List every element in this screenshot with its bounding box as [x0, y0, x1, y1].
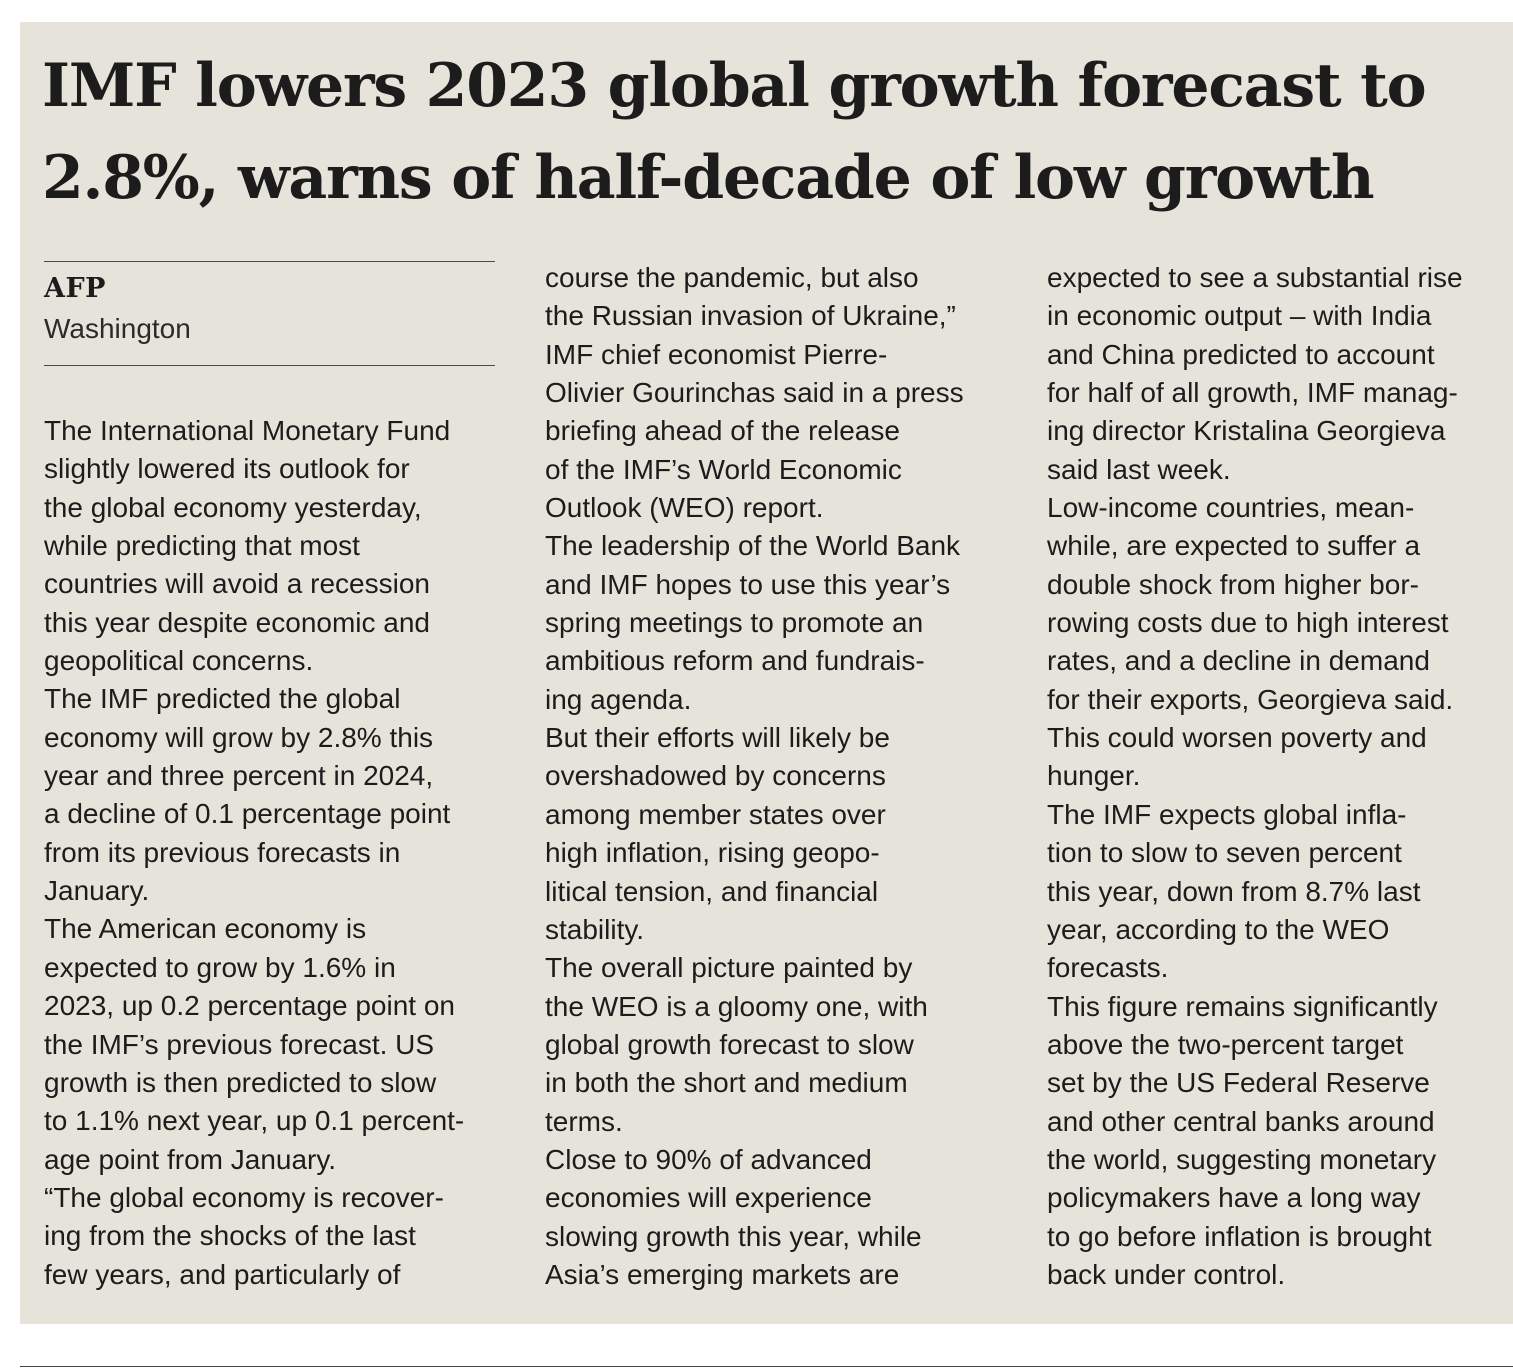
byline-rule-top	[44, 261, 495, 262]
article-text-line: 2023, up 0.2 percentage point on	[44, 990, 456, 1022]
article-text-line: among member states over	[545, 798, 886, 830]
article-text-line: ing agenda.	[545, 683, 692, 715]
article-text-line: The IMF predicted the global	[44, 683, 401, 715]
article-text-line: set by the US Federal Reserve	[1047, 1067, 1430, 1099]
article-text-line: above the two-percent target	[1047, 1028, 1404, 1060]
article-text-line: terms.	[545, 1105, 623, 1137]
article-text-line: ing director Kristalina Georgieva	[1047, 415, 1446, 447]
article-text-line: while, are expected to suffer a	[1047, 530, 1421, 562]
article-text-line: The American economy is	[44, 913, 367, 945]
article-text-line: slightly lowered its outlook for	[44, 453, 410, 485]
article-text-line: policymakers have a long way	[1047, 1182, 1421, 1214]
article-text-line: high inflation, rising geopo-	[545, 837, 880, 869]
article-text-line: course the pandemic, but also	[545, 262, 919, 293]
article-text-line: for their exports, Georgieva said.	[1047, 683, 1454, 715]
article-text-line: global growth forecast to slow	[545, 1028, 914, 1060]
byline-agency: AFP	[44, 273, 106, 304]
article-text-line: growth is then predicted to slow	[44, 1066, 437, 1098]
article-text-line: The leadership of the World Bank	[545, 530, 961, 562]
headline: IMF lowers 2023 global growth forecast t…	[42, 40, 1502, 224]
article-text-line: The overall picture painted by	[545, 952, 913, 984]
article-text-line: year, according to the WEO	[1047, 913, 1390, 945]
article-text-line: forecasts.	[1047, 952, 1169, 984]
article-column-3: expected to see a substantial rise in eco…	[1047, 259, 1509, 1294]
dateline: Washington	[44, 313, 191, 344]
article-text-line: double shock from higher bor-	[1047, 568, 1419, 600]
article-text-line: and China predicted to account	[1047, 338, 1435, 370]
article-text-line: overshadowed by concerns	[545, 760, 886, 792]
article-text-line: This could worsen poverty and	[1047, 722, 1427, 754]
article-text-line: expected to grow by 1.6% in	[44, 951, 396, 983]
article-text-line: geopolitical concerns.	[44, 645, 314, 677]
article-text-line: Low-income countries, mean-	[1047, 492, 1415, 524]
article-text-line: in economic output – with India	[1047, 300, 1432, 332]
article-text-line: the world, suggesting monetary	[1047, 1143, 1437, 1175]
article-text-line: a decline of 0.1 percentage point	[44, 798, 451, 830]
article-text-line: rowing costs due to high interest	[1047, 607, 1449, 639]
article-text-line: from its previous forecasts in	[44, 836, 401, 868]
article-panel	[20, 22, 1513, 1324]
article-text-line: rates, and a decline in demand	[1047, 645, 1430, 677]
article-text-line: But their efforts will likely be	[545, 722, 890, 754]
article-text-line: Olivier Gourinchas said in a press	[545, 377, 964, 409]
article-text-line: slowing growth this year, while	[545, 1220, 922, 1252]
article-text-line: and other central banks around	[1047, 1105, 1435, 1137]
article-column-2: course the pandemic, but also the Russian…	[545, 259, 1007, 1294]
article-text-line: and IMF hopes to use this year’s	[545, 568, 951, 600]
article-text-line: January.	[44, 875, 150, 907]
article-text-line: while predicting that most	[44, 530, 360, 562]
article-text-line: back under control.	[1047, 1258, 1286, 1290]
article-text-line: tion to slow to seven percent	[1047, 837, 1402, 869]
headline-line-1: IMF lowers 2023 global growth forecast t…	[42, 51, 1427, 121]
article-text-line: of the IMF’s World Economic	[545, 453, 902, 485]
article-text-line: to go before inflation is brought	[1047, 1220, 1432, 1252]
article-text-line: the global economy yesterday,	[44, 491, 422, 523]
article-text-line: year and three percent in 2024,	[44, 760, 434, 792]
article-text-line: spring meetings to promote an	[545, 607, 924, 639]
article-text-line: hunger.	[1047, 760, 1141, 792]
article-text-line: IMF chief economist Pierre-	[545, 338, 888, 370]
article-text-line: said last week.	[1047, 453, 1231, 485]
article-text-line: expected to see a substantial rise	[1047, 262, 1463, 293]
article-text-line: age point from January.	[44, 1143, 337, 1175]
article-text-line: The IMF expects global infla-	[1047, 798, 1407, 830]
article-column-1: The International Monetary Fund slightly …	[44, 412, 506, 1294]
article-text-line: briefing ahead of the release	[545, 415, 900, 447]
article-text-line: this year despite economic and	[44, 606, 430, 638]
article-text-line: the WEO is a gloomy one, with	[545, 990, 928, 1022]
article-text-line: this year, down from 8.7% last	[1047, 875, 1421, 907]
article-text-line: Outlook (WEO) report.	[545, 492, 824, 524]
article-text-line: The International Monetary Fund	[44, 415, 451, 446]
article-text-line: ambitious reform and fundrais-	[545, 645, 925, 677]
article-text-line: for half of all growth, IMF manag-	[1047, 377, 1458, 409]
article-text-line: countries will avoid a recession	[44, 568, 430, 600]
article-text-line: economy will grow by 2.8% this	[44, 721, 434, 753]
article-text-line: stability.	[545, 913, 645, 945]
article-text-line: Close to 90% of advanced	[545, 1143, 872, 1175]
article-text-line: Asia’s emerging markets are	[545, 1258, 900, 1290]
article-text-line: “The global economy is recover-	[44, 1181, 444, 1213]
article-text-line: the Russian invasion of Ukraine,”	[545, 300, 956, 332]
article-text-line: in both the short and medium	[545, 1067, 908, 1099]
article-text-line: This figure remains significantly	[1047, 990, 1438, 1022]
article-text-line: litical tension, and financial	[545, 875, 879, 907]
bottom-rule	[20, 1366, 1513, 1367]
byline-rule-bottom	[44, 365, 495, 366]
article-text-line: ing from the shocks of the last	[44, 1220, 416, 1252]
headline-line-2: 2.8%, warns of half-decade of low growth	[42, 143, 1375, 213]
article-text-line: to 1.1% next year, up 0.1 percent-	[44, 1105, 465, 1137]
article-text-line: the IMF’s previous forecast. US	[44, 1028, 435, 1060]
article-text-line: economies will experience	[545, 1182, 872, 1214]
article-text-line: few years, and particularly of	[44, 1258, 401, 1290]
